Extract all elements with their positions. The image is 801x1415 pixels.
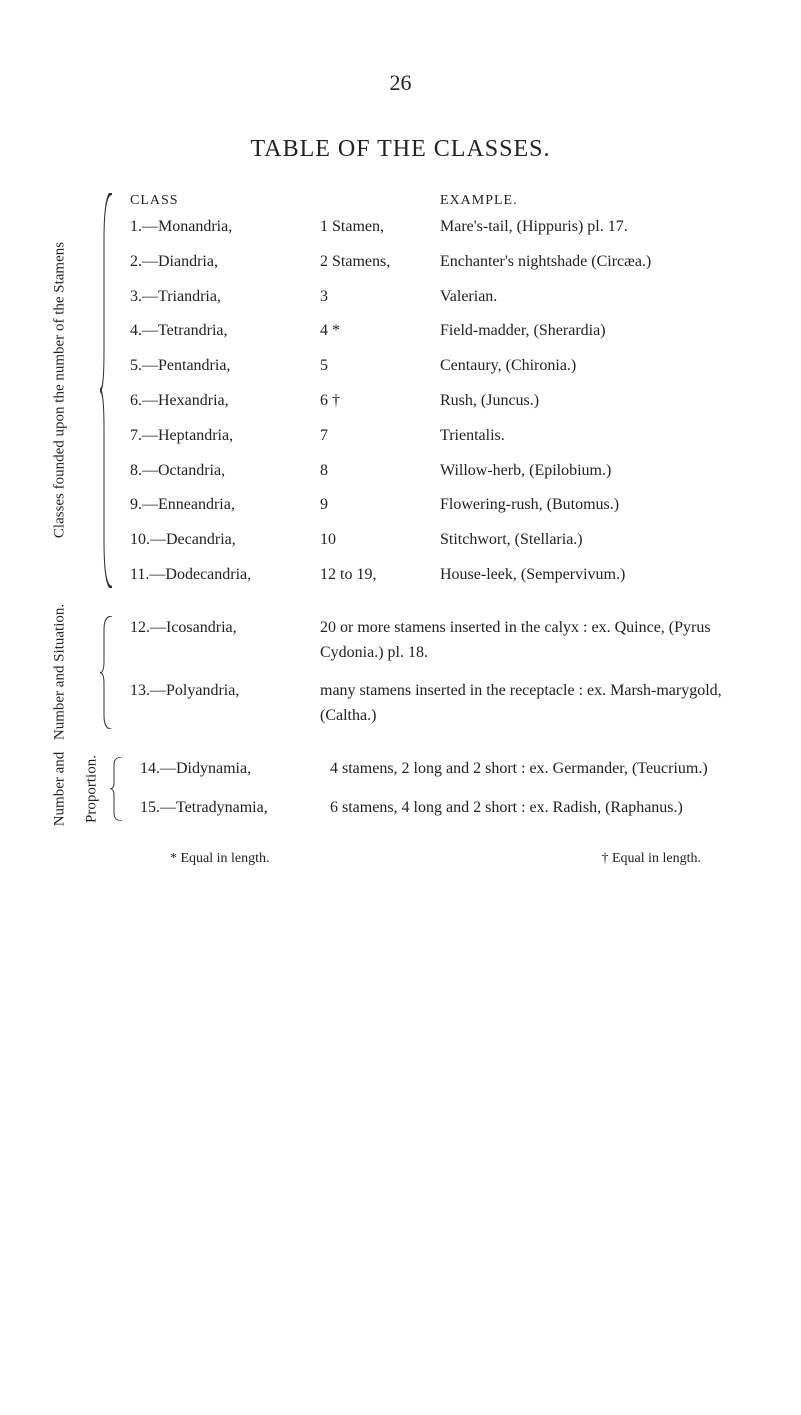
- table-row: 12.—Icosandria,20 or more stamens insert…: [130, 616, 741, 666]
- class-name: 7.—Heptandria,: [130, 424, 320, 449]
- stamen-count: 10: [320, 528, 440, 553]
- stamen-count: 2 Stamens,: [320, 250, 440, 275]
- table-row: 14.—Didynamia,4 stamens, 2 long and 2 sh…: [140, 757, 741, 782]
- group-label-a: Number and: [52, 751, 69, 826]
- example-text: Field-madder, (Sherardia): [440, 319, 741, 344]
- footnote-left: * Equal in length.: [170, 851, 270, 867]
- brace-icon: [110, 757, 124, 821]
- class-name: 13.—Polyandria,: [130, 679, 320, 729]
- class-name: 2.—Diandria,: [130, 250, 320, 275]
- header-spacer: [320, 193, 440, 209]
- stamen-count: 8: [320, 459, 440, 484]
- stamen-count: 6 †: [320, 389, 440, 414]
- class-name: 9.—Enneandria,: [130, 493, 320, 518]
- group-label: Number and Situation.: [52, 604, 69, 740]
- example-text: Willow-herb, (Epilobium.): [440, 459, 741, 484]
- footnote-right: † Equal in length.: [601, 851, 701, 867]
- description-text: many stamens inserted in the receptacle …: [320, 679, 741, 729]
- table-row: 8.—Octandria,8Willow-herb, (Epilobium.): [130, 459, 741, 484]
- example-text: Flowering-rush, (Butomus.): [440, 493, 741, 518]
- description-text: 6 stamens, 4 long and 2 short : ex. Radi…: [330, 796, 741, 821]
- stamen-count: 5: [320, 354, 440, 379]
- example-text: Valerian.: [440, 285, 741, 310]
- group-label: Classes founded upon the number of the S…: [52, 242, 69, 538]
- stamen-count: 3: [320, 285, 440, 310]
- class-name: 10.—Decandria,: [130, 528, 320, 553]
- table-row: 6.—Hexandria,6 †Rush, (Juncus.): [130, 389, 741, 414]
- table-row: 11.—Dodecandria,12 to 19,House-leek, (Se…: [130, 563, 741, 588]
- class-name: 3.—Triandria,: [130, 285, 320, 310]
- table-row: 2.—Diandria,2 Stamens,Enchanter's nights…: [130, 250, 741, 275]
- class-name: 11.—Dodecandria,: [130, 563, 320, 588]
- group-stamen-count: Classes founded upon the number of the S…: [60, 193, 741, 588]
- table-row: 9.—Enneandria,9Flowering-rush, (Butomus.…: [130, 493, 741, 518]
- stamen-count: 7: [320, 424, 440, 449]
- page-title: TABLE OF THE CLASSES.: [60, 136, 741, 163]
- table-row: 1.—Monandria,1 Stamen,Mare's-tail, (Hipp…: [130, 215, 741, 240]
- table-row: 10.—Decandria,10Stitchwort, (Stellaria.): [130, 528, 741, 553]
- class-name: 1.—Monandria,: [130, 215, 320, 240]
- table-row: 5.—Pentandria,5Centaury, (Chironia.): [130, 354, 741, 379]
- example-text: Enchanter's nightshade (Circæa.): [440, 250, 741, 275]
- class-name: 12.—Icosandria,: [130, 616, 320, 666]
- table-row: 13.—Polyandria,many stamens inserted in …: [130, 679, 741, 729]
- example-text: Stitchwort, (Stellaria.): [440, 528, 741, 553]
- class-name: 15.—Tetradynamia,: [140, 796, 330, 821]
- group-label-b: Proportion.: [84, 755, 101, 823]
- example-text: Mare's-tail, (Hippuris) pl. 17.: [440, 215, 741, 240]
- group-number-situation: Number and Situation. 12.—Icosandria,20 …: [60, 616, 741, 729]
- example-text: House-leek, (Sempervivum.): [440, 563, 741, 588]
- header-example: EXAMPLE.: [440, 193, 741, 209]
- example-text: Centaury, (Chironia.): [440, 354, 741, 379]
- table-row: 4.—Tetrandria,4 *Field-madder, (Sherardi…: [130, 319, 741, 344]
- footnotes: * Equal in length. † Equal in length.: [60, 851, 741, 867]
- page: 26 TABLE OF THE CLASSES. Classes founded…: [0, 0, 801, 1415]
- description-text: 20 or more stamens inserted in the calyx…: [320, 616, 741, 666]
- table-header-row: CLASS EXAMPLE.: [130, 193, 741, 209]
- brace-icon: [100, 193, 114, 588]
- stamen-count: 1 Stamen,: [320, 215, 440, 240]
- brace-icon: [100, 616, 114, 729]
- header-class: CLASS: [130, 193, 320, 209]
- stamen-count: 12 to 19,: [320, 563, 440, 588]
- example-text: Trientalis.: [440, 424, 741, 449]
- group-number-proportion: Number and Proportion. 14.—Didynamia,4 s…: [60, 757, 741, 821]
- table-row: 15.—Tetradynamia,6 stamens, 4 long and 2…: [140, 796, 741, 821]
- stamen-count: 9: [320, 493, 440, 518]
- class-name: 14.—Didynamia,: [140, 757, 330, 782]
- page-number: 26: [60, 70, 741, 96]
- class-name: 4.—Tetrandria,: [130, 319, 320, 344]
- class-name: 5.—Pentandria,: [130, 354, 320, 379]
- table-row: 3.—Triandria,3Valerian.: [130, 285, 741, 310]
- description-text: 4 stamens, 2 long and 2 short : ex. Germ…: [330, 757, 741, 782]
- stamen-count: 4 *: [320, 319, 440, 344]
- example-text: Rush, (Juncus.): [440, 389, 741, 414]
- table-row: 7.—Heptandria,7Trientalis.: [130, 424, 741, 449]
- class-name: 6.—Hexandria,: [130, 389, 320, 414]
- class-name: 8.—Octandria,: [130, 459, 320, 484]
